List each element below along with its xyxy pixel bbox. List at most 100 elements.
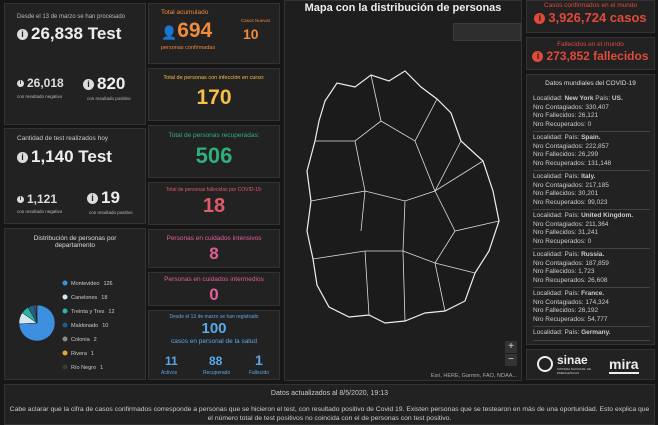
label: Nro Fallecidos:	[533, 268, 577, 275]
title: Total de personas recuperadas:	[168, 132, 260, 139]
infected: 330,407	[585, 103, 609, 111]
label: Nro Contagiados:	[533, 181, 584, 189]
label: Localidad:	[533, 173, 563, 180]
recovered: 0	[587, 237, 592, 245]
label: Nro Recuperados:	[533, 198, 586, 206]
deceased-panel: Total de personas fallecidas por COVID-1…	[148, 182, 280, 225]
title: Personas en cuidados intermedios	[164, 276, 264, 283]
sinae-logo: sinae	[557, 353, 588, 367]
legend-swatch	[62, 294, 68, 300]
country: France.	[581, 290, 605, 297]
deaths: 26,121	[578, 112, 599, 119]
intermediate: 0	[209, 285, 219, 304]
legend-name: Canelones	[71, 295, 98, 301]
active-panel: Total de personas con infección en curso…	[148, 68, 280, 121]
negative: 26,018	[27, 76, 64, 90]
world-entry: Localidad: País: Russia. Nro Contagiados:…	[533, 249, 650, 288]
label: Recuperado	[203, 370, 231, 376]
entry-line: Localidad: País: Germany.	[533, 329, 611, 336]
staff-recovered: 88	[209, 354, 223, 368]
country: United Kingdom.	[581, 212, 634, 219]
legend-name: Montevideo	[71, 281, 99, 287]
label: Localidad:	[533, 212, 563, 219]
label: Nro Contagiados:	[533, 298, 584, 306]
map-panel: Mapa con la distribución de personas + −…	[284, 0, 522, 381]
staff-deceased: 1	[255, 352, 263, 368]
confirmed: 694	[177, 19, 213, 42]
note: Cabe aclarar que la cifra de casos confi…	[9, 406, 650, 422]
departments-panel: Distribución de personas por departament…	[4, 228, 146, 380]
world-entry: Localidad: País: Germany.	[533, 327, 650, 341]
logos-panel: sinae SISTEMA NACIONAL DE EMERGENCIAS mi…	[526, 349, 655, 380]
recovered: 54,777	[587, 315, 608, 323]
health-staff-panel: Desde el 13 de marzo se han registrado 1…	[148, 310, 280, 380]
label: País:	[595, 95, 611, 102]
legend-value: 1	[100, 365, 103, 371]
legend-value: 12	[108, 309, 114, 315]
deaths: 31,241	[578, 229, 599, 236]
world-list[interactable]: Localidad: New York País: US. Nro Contagi…	[533, 93, 650, 342]
deceased: 18	[202, 195, 226, 217]
locality: New York	[564, 95, 594, 102]
legend-swatch	[62, 336, 68, 342]
attribution: Esri, HERE, Garmin, FAO, NOAA...	[430, 373, 517, 379]
entry-line: Localidad: País: Russia.	[533, 251, 604, 258]
title: Datos mundiales del COVID-19	[545, 80, 636, 87]
country: Germany.	[581, 329, 611, 336]
label: Nro Recuperados:	[533, 276, 586, 284]
infected: 211,364	[585, 220, 609, 228]
label: Nro Fallecidos:	[533, 190, 577, 197]
world-deaths-panel: Fallecidos en el mundo i 273,852 fallecid…	[526, 37, 655, 70]
legend-value: 10	[102, 323, 108, 329]
label: personas confirmadas	[161, 45, 216, 51]
positive: 820	[97, 74, 126, 93]
label: Nro Recuperados:	[533, 315, 586, 323]
positive-label: con resultado positivo	[87, 96, 131, 101]
label: Fallecido	[249, 370, 270, 376]
country: Spain.	[581, 134, 601, 141]
label: Nro Contagiados:	[533, 220, 584, 228]
legend-value: 1	[91, 351, 94, 357]
title: Personas en cuidados intensivos	[166, 235, 262, 242]
zoom-in[interactable]: +	[505, 341, 517, 353]
label: Nro Contagiados:	[533, 142, 584, 150]
label: País:	[564, 173, 580, 180]
label: País:	[564, 329, 580, 336]
world-list-panel: Datos mundiales del COVID-19 Localidad: …	[526, 74, 655, 345]
tests-total: 26,838 Test	[31, 24, 122, 43]
caption: Desde el 13 de marzo se han procesado	[17, 14, 126, 20]
world-cases: 3,926,724 casos	[548, 10, 647, 25]
intensive-panel: Personas en cuidados intensivos 8	[148, 229, 280, 268]
legend-value: 18	[101, 295, 107, 301]
legend-value: 126	[103, 281, 112, 287]
recovered: 99,023	[587, 198, 608, 206]
label: Nro Contagiados:	[533, 103, 584, 111]
recovered: 26,608	[587, 276, 608, 284]
zoom-out[interactable]: −	[505, 354, 517, 366]
infected: 187,859	[585, 259, 609, 267]
negative: 1,121	[27, 192, 58, 206]
legend-swatch	[62, 350, 68, 356]
entry-line: Localidad: País: United Kingdom.	[533, 212, 633, 219]
pie-slice	[36, 304, 38, 324]
active: 170	[196, 86, 232, 109]
legend-name: Río Negro	[71, 365, 96, 371]
world-deaths: 273,852 fallecidos	[546, 49, 649, 63]
legend-swatch	[62, 280, 68, 286]
world-entry: Localidad: País: United Kingdom. Nro Cont…	[533, 210, 650, 249]
world-entry: Localidad: País: Spain. Nro Contagiados: …	[533, 132, 650, 171]
entry-line: Localidad: País: France.	[533, 290, 604, 297]
map	[306, 70, 500, 324]
entry-line: Localidad: New York País: US.	[533, 95, 623, 102]
new-title: Casos Nuevos	[241, 18, 271, 23]
legend-value: 2	[94, 337, 97, 343]
entry-line: Localidad: País: Italy.	[533, 173, 595, 180]
tests-today: 1,140 Test	[31, 147, 112, 166]
recovered-panel: Total de personas recuperadas: 506	[148, 125, 280, 178]
label: País:	[564, 251, 580, 258]
intensive: 8	[209, 244, 219, 263]
search-box[interactable]	[453, 23, 521, 41]
recovered: 506	[195, 143, 233, 168]
legend-name: Maldonado	[71, 323, 98, 329]
